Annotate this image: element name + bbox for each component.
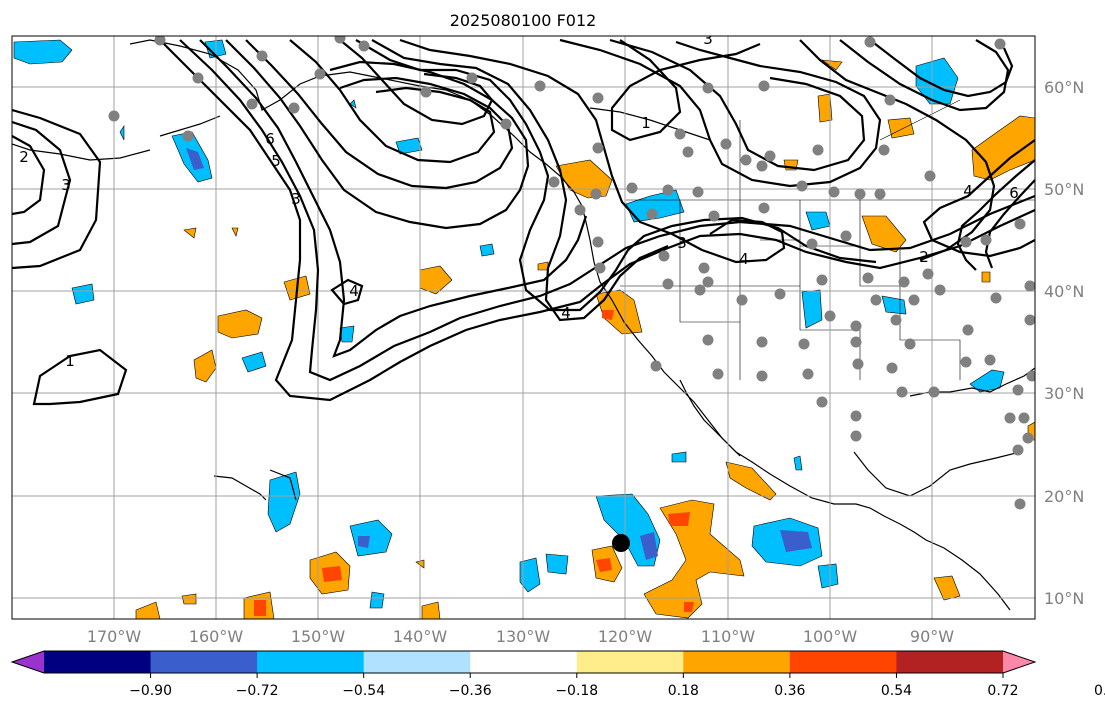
latitude-labels: 60°N 50°N 40°N 30°N 20°N 10°N [1044,78,1084,608]
colorbar-segment [576,651,684,673]
lon-label: 140°W [393,627,448,646]
contour-label: 1 [65,352,75,370]
lon-label: 110°W [701,627,756,646]
station-markers [108,36,1035,510]
colorbar-tick-label: 0.18 [668,683,699,699]
longitude-labels: 170°W 160°W 150°W 140°W 130°W 120°W 110°… [87,627,954,646]
contour-label: 4 [349,282,359,300]
colorbar-segment [789,651,897,673]
contour-label: 2 [919,248,929,266]
storm-center-marker [612,534,630,552]
lon-label: 150°W [291,627,346,646]
colorbar-tick-label: 0.36 [774,683,805,699]
contour-label: 6 [265,130,275,148]
colorbar-segment [896,651,1004,673]
contour-label: 4 [561,304,571,322]
colorbar-tick-label: −0.36 [449,683,492,699]
contour-label: 4 [963,182,973,200]
lat-label: 60°N [1044,78,1084,97]
lon-label: 90°W [910,627,954,646]
contour-label: 2 [19,148,29,166]
colorbar-segment [683,651,791,673]
colorbar-extension-low [12,651,44,673]
colorbar-segment [470,651,578,673]
colorbar-outline [10,650,1037,674]
contour-label: 3 [61,176,71,194]
lon-label: 130°W [496,627,551,646]
lat-label: 40°N [1044,282,1084,301]
graticule [12,36,1035,619]
lat-label: 30°N [1044,384,1084,403]
lat-label: 10°N [1044,589,1084,608]
colorbar-tick-label: 0.90 [1094,683,1105,699]
contour-label: 1 [641,114,651,132]
lon-label: 170°W [87,627,142,646]
colorbar-segment [257,651,365,673]
colorbar-tick-label: −0.72 [236,683,279,699]
lat-label: 50°N [1044,180,1084,199]
colorbar-segment [150,651,258,673]
contour-labels: 1 1 2 3 3 3 4 4 4 4 6 5 6 2 3 [19,30,1019,370]
anomaly-shading [13,39,1035,619]
contour-label: 4 [739,250,749,268]
colorbar: −0.90 −0.72 −0.54 −0.36 −0.18 0.18 0.36 0.54 0.7… [10,650,1105,699]
map-area: 1 1 2 3 3 3 4 4 4 4 6 5 6 2 3 [12,30,1035,619]
map-title: 2025080100 F012 [450,11,597,30]
colorbar-tick-label: 0.54 [881,683,912,699]
map-frame [11,35,1036,620]
contour-label: 3 [703,30,713,48]
colorbar-segment [363,651,471,673]
colorbar-tick-label: 0.72 [987,683,1018,699]
lon-label: 160°W [189,627,244,646]
lon-label: 100°W [803,627,858,646]
contour-label: 5 [271,152,281,170]
lon-label: 120°W [598,627,653,646]
colorbar-tick-label: −0.90 [129,683,172,699]
lat-label: 20°N [1044,487,1084,506]
colorbar-tick-label: −0.54 [342,683,385,699]
contour-label: 3 [291,190,301,208]
colorbar-tick-label: −0.18 [555,683,598,699]
contour-label: 6 [1009,184,1019,202]
contour-label: 3 [677,234,687,252]
height-contours [12,38,1035,406]
colorbar-segment [44,651,152,673]
colorbar-extension-high [1003,651,1035,673]
